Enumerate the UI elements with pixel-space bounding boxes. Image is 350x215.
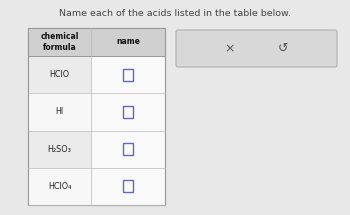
Text: chemical
formula: chemical formula (40, 32, 79, 52)
FancyBboxPatch shape (28, 131, 91, 168)
Text: HI: HI (55, 107, 64, 116)
Text: HClO: HClO (49, 70, 70, 79)
FancyBboxPatch shape (176, 30, 337, 67)
FancyBboxPatch shape (91, 56, 165, 93)
Text: HClO₄: HClO₄ (48, 182, 71, 191)
Text: name: name (116, 37, 140, 46)
Text: H₂SO₃: H₂SO₃ (48, 145, 71, 154)
Text: Name each of the acids listed in the table below.: Name each of the acids listed in the tab… (59, 9, 291, 18)
Text: ↺: ↺ (278, 42, 288, 55)
FancyBboxPatch shape (28, 56, 91, 93)
FancyBboxPatch shape (123, 69, 133, 81)
FancyBboxPatch shape (28, 93, 91, 131)
FancyBboxPatch shape (123, 180, 133, 192)
FancyBboxPatch shape (28, 28, 165, 205)
FancyBboxPatch shape (28, 28, 165, 56)
FancyBboxPatch shape (91, 131, 165, 168)
FancyBboxPatch shape (91, 168, 165, 205)
Text: ×: × (225, 42, 235, 55)
FancyBboxPatch shape (91, 93, 165, 131)
FancyBboxPatch shape (123, 106, 133, 118)
FancyBboxPatch shape (28, 168, 91, 205)
FancyBboxPatch shape (123, 143, 133, 155)
